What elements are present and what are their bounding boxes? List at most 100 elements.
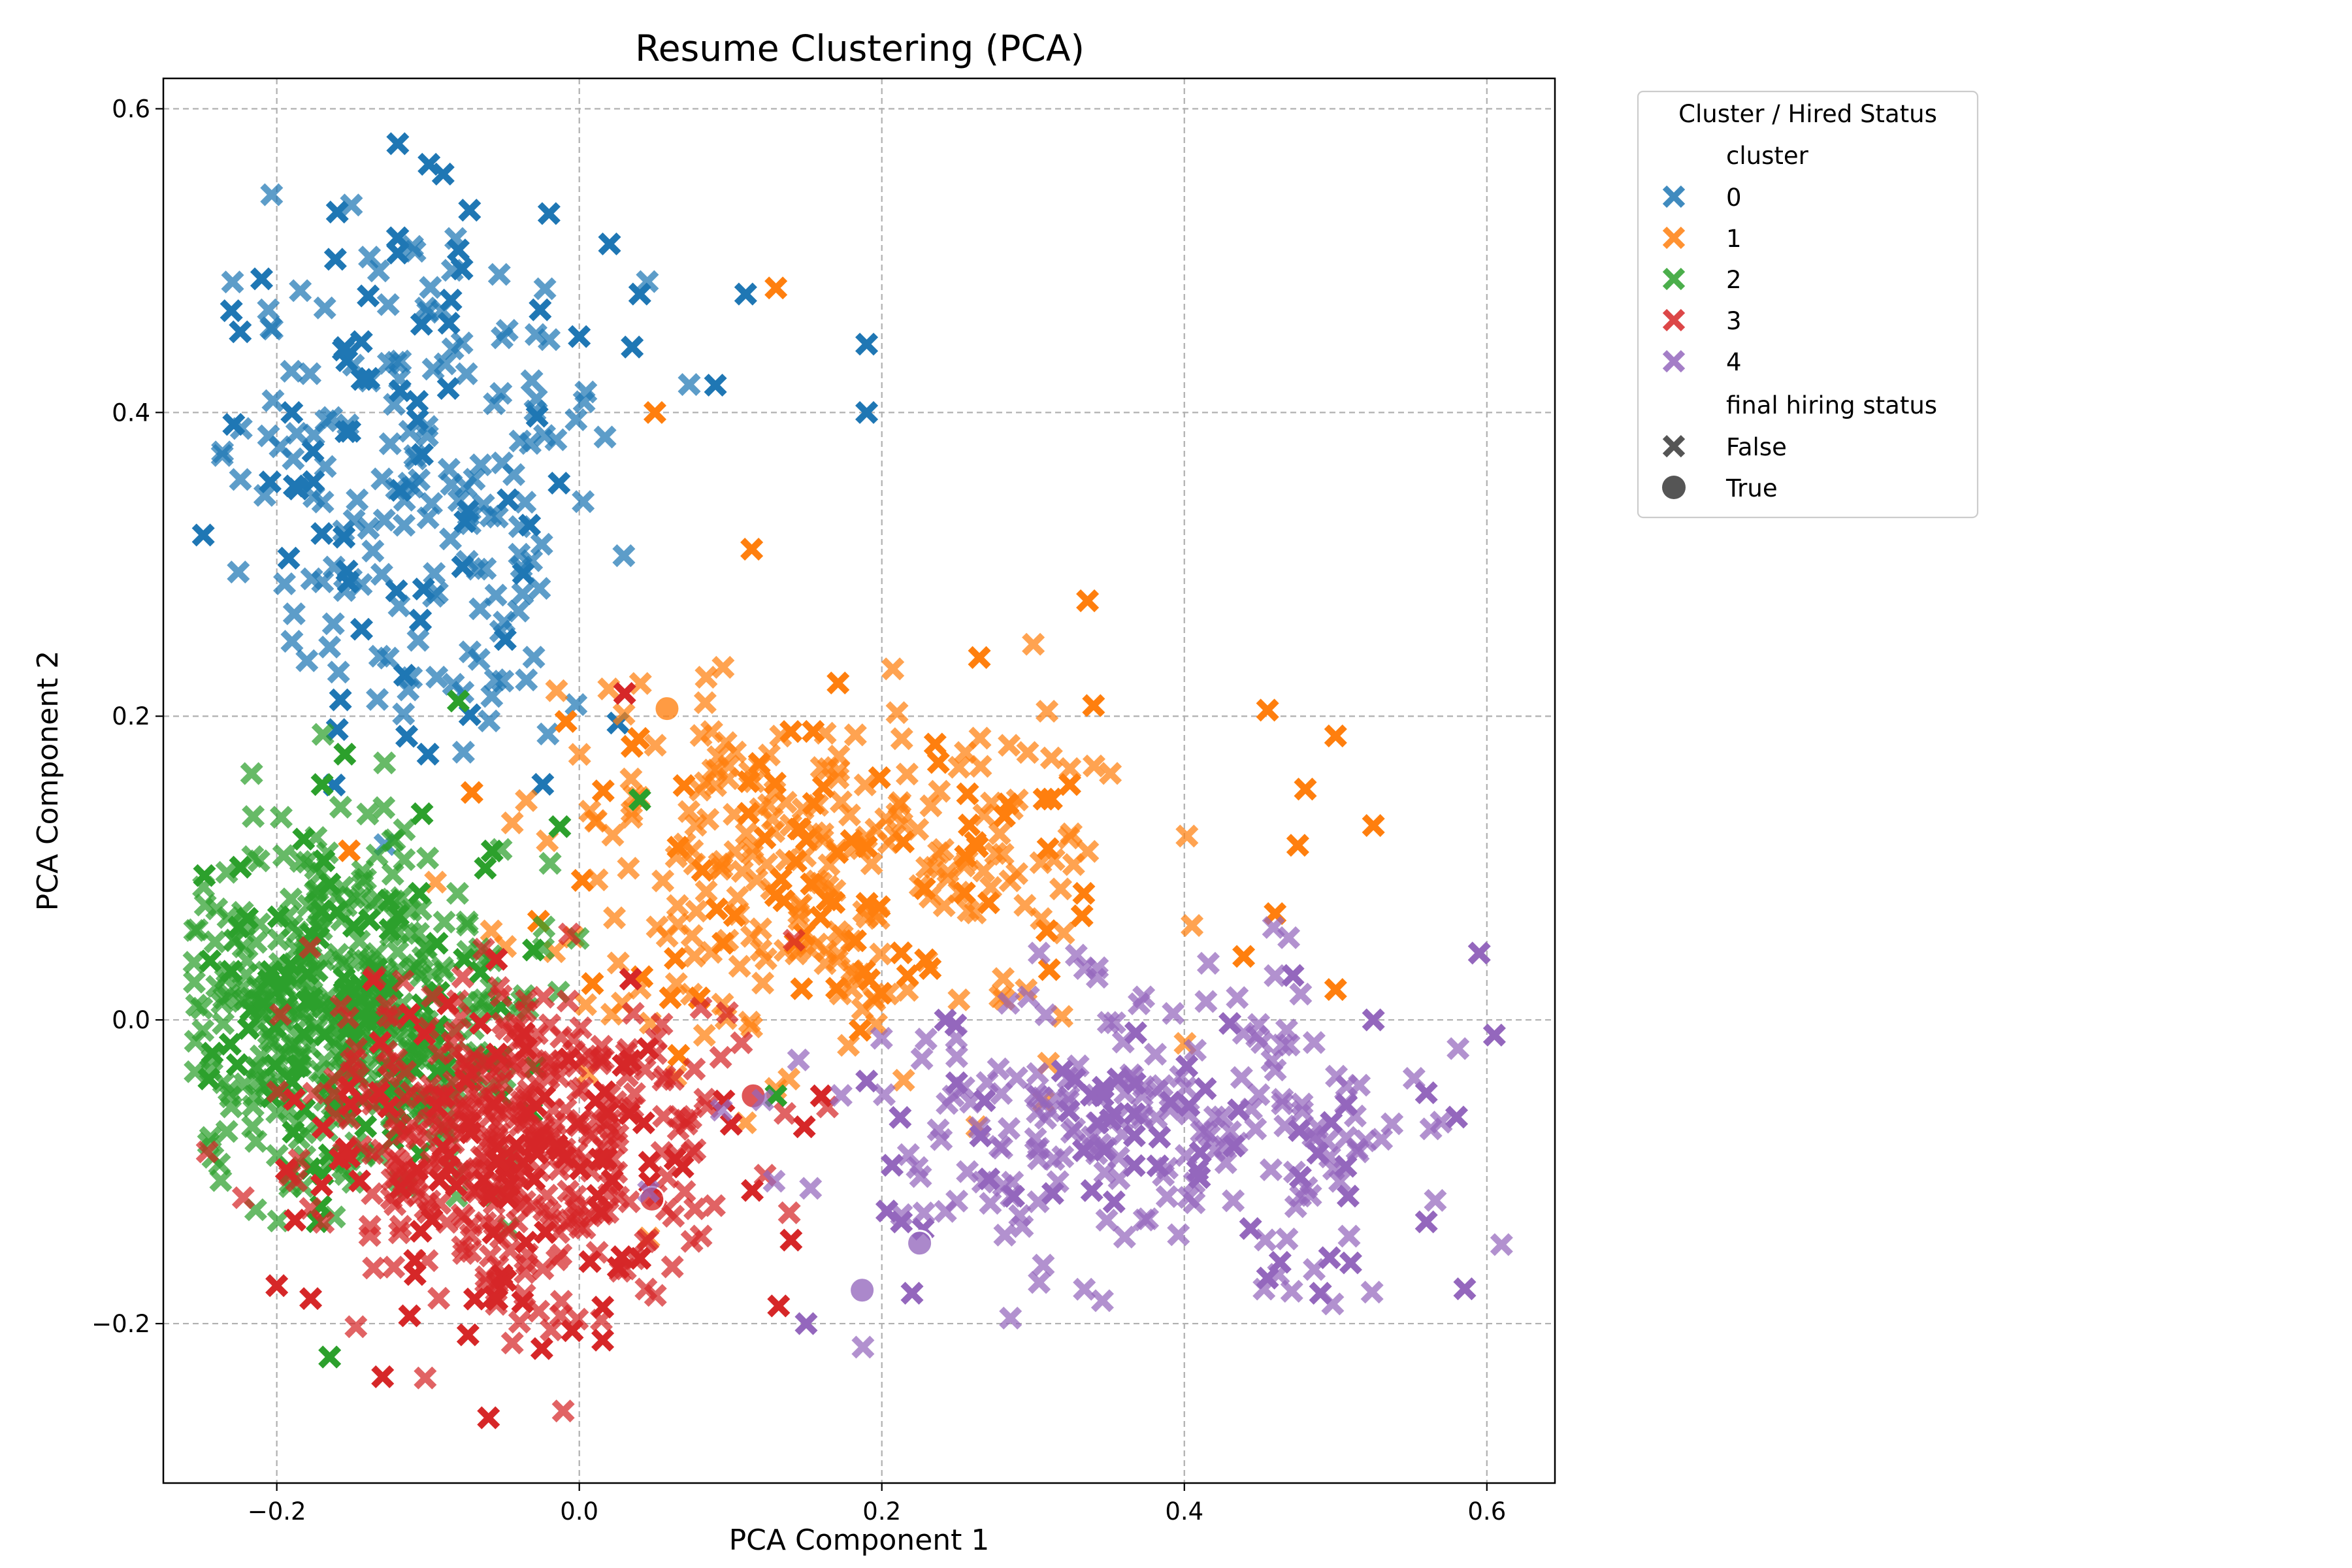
point-cluster-4 [1210,1105,1234,1129]
point-cluster-4 [762,1169,786,1193]
point-cluster-0 [446,238,470,262]
point-cluster-2 [185,994,208,1017]
point-cluster-2 [184,1060,207,1083]
point-cluster-4 [945,1045,968,1068]
point-cluster-4 [999,1306,1022,1330]
y-tick-label: 0.6 [112,95,150,123]
point-cluster-4 [1445,1105,1469,1129]
point-cluster-1 [1175,825,1199,848]
point-cluster-3 [581,1124,604,1147]
point-cluster-1 [889,941,913,964]
point-cluster-0 [325,201,349,224]
point-cluster-0 [530,532,553,556]
point-cluster-3 [508,1311,531,1334]
point-cluster-3 [329,994,353,1018]
point-cluster-2 [331,875,354,899]
point-cluster-1 [968,645,991,669]
point-cluster-1 [789,894,812,918]
point-cluster-0 [253,483,276,507]
point-cluster-4 [1079,1083,1103,1107]
point-cluster-3 [588,1147,612,1171]
point-cluster-4 [1277,926,1301,949]
point-cluster-3 [442,1131,465,1154]
point-cluster-4 [896,1143,920,1166]
point-cluster-3 [266,1080,289,1103]
point-cluster-0 [502,463,526,486]
point-cluster-0 [357,284,380,308]
point-cluster-3 [427,1042,450,1066]
point-cluster-2 [480,840,504,863]
point-cluster-4 [799,1177,823,1200]
point-cluster-3 [655,1166,679,1189]
point-cluster-0 [350,617,374,641]
point-cluster-3 [532,985,555,1009]
point-cluster-4 [1328,1169,1352,1193]
point-cluster-1 [645,915,669,939]
legend-label-false: False [1726,433,1787,461]
point-cluster-2 [455,913,480,937]
point-cluster-0 [366,688,389,711]
point-cluster-4 [751,1088,775,1112]
point-cluster-0 [508,515,531,538]
point-cluster-1 [617,857,640,880]
point-cluster-1 [991,843,1015,866]
point-cluster-1 [705,897,728,921]
point-cluster-0 [479,504,502,528]
point-cluster-2 [183,919,206,942]
point-cluster-1 [591,779,615,803]
legend-marker-cluster-1 [1662,226,1686,250]
point-cluster-3 [409,1220,433,1243]
point-cluster-1 [711,932,735,955]
point-cluster-1 [600,1002,623,1026]
point-cluster-0 [536,722,560,745]
point-cluster-1 [1036,837,1060,860]
point-cluster-4 [1453,1277,1477,1301]
point-cluster-3 [371,1365,395,1388]
point-cluster-4 [1107,1167,1131,1190]
point-cluster-0 [855,400,879,424]
legend-marker-false [1662,434,1686,458]
point-cluster-1 [868,766,891,789]
point-cluster-3 [451,965,474,989]
legend-label-cluster-1: 1 [1726,225,1742,253]
point-cluster-1 [947,755,971,779]
point-cluster-1 [585,868,609,892]
point-cluster-2 [372,796,396,819]
point-cluster-0 [321,612,345,636]
point-cluster-3 [638,1151,661,1174]
point-cluster-3 [693,1087,717,1111]
point-cluster-4 [1380,1112,1404,1135]
point-cluster-4 [997,1117,1021,1140]
point-cluster-0 [358,245,382,269]
point-cluster-1 [741,836,764,860]
point-cluster-3 [195,1140,219,1164]
point-cluster-0 [376,646,400,670]
point-cluster-4 [1105,1107,1129,1130]
point-cluster-1 [689,724,713,747]
point-cluster-4 [956,1160,979,1183]
point-cluster-1 [988,822,1011,845]
point-cluster-1 [964,901,987,924]
point-cluster-0 [406,408,429,432]
point-cluster-1 [683,944,706,968]
point-cluster-1 [791,797,815,821]
point-cluster-3 [653,1065,677,1088]
point-cluster-1 [1058,773,1082,796]
point-cluster-0 [734,282,757,306]
point-cluster-1 [764,276,788,300]
point-cluster-2 [356,802,380,826]
point-cluster-1 [693,1024,716,1047]
point-cluster-4 [1194,990,1218,1013]
point-cluster-4 [1414,1210,1438,1233]
point-cluster-4 [1273,1114,1297,1137]
point-cluster-1 [1030,907,1053,930]
point-cluster-0 [385,477,408,500]
point-cluster-3 [436,1113,460,1136]
point-cluster-2 [393,848,416,872]
point-cluster-3 [671,1155,694,1179]
point-cluster-0 [346,488,369,512]
point-cluster-3 [767,1294,791,1318]
point-cluster-4 [1339,1251,1362,1275]
point-cluster-1 [809,906,832,929]
point-cluster-2 [365,942,389,966]
